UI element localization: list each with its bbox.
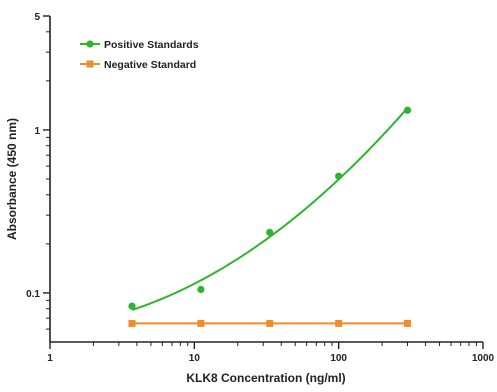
y-ticks: 0.1 1 5 [26,12,50,300]
y-tick-label: 5 [34,12,40,23]
minor-ticks [46,31,477,346]
y-tick-label: 0.1 [26,289,40,300]
data-point-negative [128,319,136,327]
legend-marker-negative [86,60,94,68]
data-points [128,106,412,327]
data-point-positive [335,172,343,180]
x-tick-label: 10 [189,353,201,364]
data-point-positive [128,302,136,310]
fit-line-positive [131,107,409,311]
legend-entry-negative: Negative Standard [80,59,196,71]
legend-label-positive: Positive Standards [104,39,199,51]
data-point-negative [404,319,412,327]
fit-lines [131,107,409,325]
axes [49,16,483,343]
x-tick-label: 100 [330,353,347,364]
x-tick-label: 1 [47,353,53,364]
legend-label-negative: Negative Standard [104,59,196,71]
data-point-positive [266,228,274,237]
legend-marker-positive [86,40,94,48]
legend-entry-positive: Positive Standards [80,39,199,51]
data-point-positive [403,106,412,114]
data-point-negative [197,319,205,327]
data-point-negative [335,319,343,327]
x-axis-title: KLK8 Concentration (ng/ml) [186,371,345,385]
data-point-positive [197,285,205,294]
y-tick-label: 1 [34,126,40,137]
y-axis-title: Absorbance (450 nm) [5,118,19,240]
data-point-negative [266,319,274,327]
x-ticks: 1 10 100 1000 [47,342,495,364]
legend: Positive Standards Negative Standard [80,39,199,71]
x-tick-label: 1000 [472,353,495,364]
